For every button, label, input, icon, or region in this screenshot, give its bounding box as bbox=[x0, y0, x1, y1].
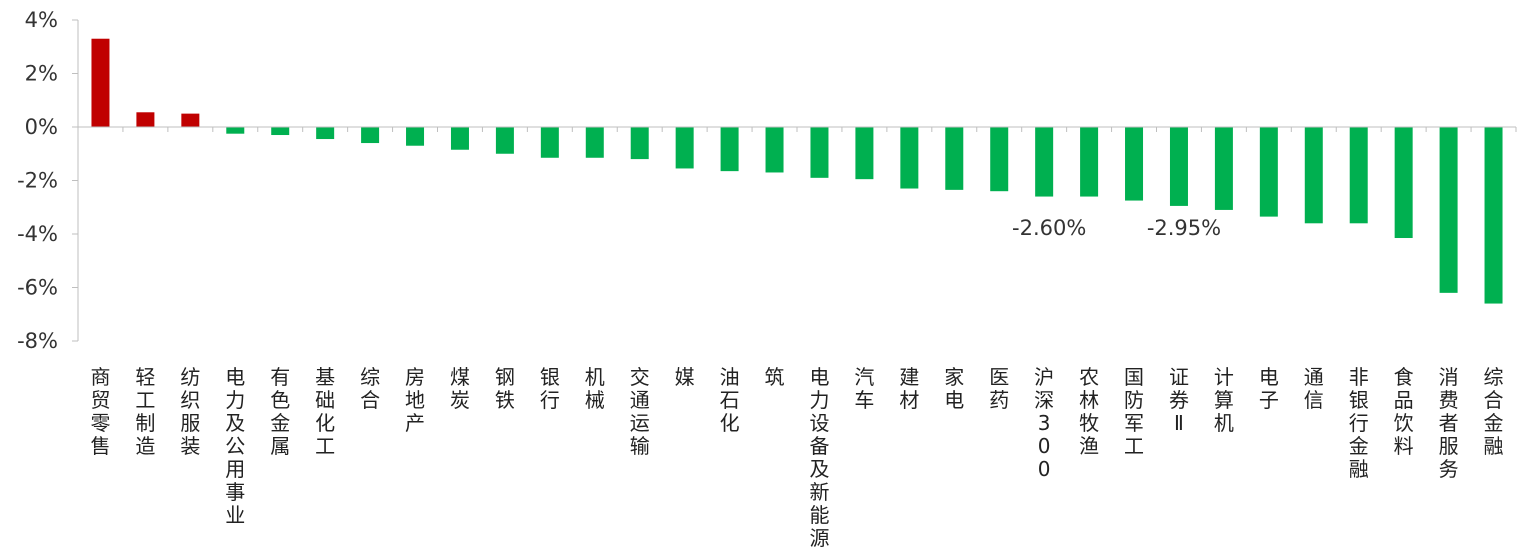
data-label: -2.60% bbox=[1012, 216, 1086, 240]
category-label: 农林牧渔 bbox=[1079, 365, 1099, 458]
category-label: 计算机 bbox=[1214, 365, 1234, 435]
category-label: 国防军工 bbox=[1124, 365, 1144, 458]
bar bbox=[585, 127, 604, 158]
category-label: 医药 bbox=[989, 365, 1009, 412]
category-label: 油石化 bbox=[720, 365, 740, 435]
category-label: 煤炭 bbox=[450, 365, 470, 412]
category-label: 通信 bbox=[1304, 365, 1324, 412]
category-label: 电力设备及新能源 bbox=[809, 365, 829, 550]
bar bbox=[1259, 127, 1278, 217]
category-label: 钢铁 bbox=[495, 365, 515, 412]
bar bbox=[1439, 127, 1458, 293]
category-label: 房地产 bbox=[405, 365, 425, 435]
bar bbox=[1125, 127, 1144, 201]
bar bbox=[1484, 127, 1503, 304]
category-label: 汽车 bbox=[854, 365, 874, 412]
bar bbox=[855, 127, 874, 180]
bar bbox=[181, 113, 200, 127]
bar bbox=[765, 127, 784, 173]
bar bbox=[900, 127, 919, 189]
bar bbox=[720, 127, 739, 172]
bar bbox=[540, 127, 559, 158]
category-label: 媒 bbox=[675, 365, 695, 389]
category-label: 轻工制造 bbox=[135, 365, 155, 458]
bar bbox=[316, 127, 335, 140]
y-tick-label: 2% bbox=[25, 62, 58, 86]
category-label: 机械 bbox=[585, 365, 605, 412]
bar bbox=[91, 38, 110, 127]
bar bbox=[1349, 127, 1368, 224]
category-label: 筑 bbox=[765, 365, 785, 389]
bar bbox=[406, 127, 425, 146]
category-label: 银行 bbox=[540, 365, 560, 412]
category-label: 综合 bbox=[360, 365, 380, 412]
y-tick-label: -6% bbox=[17, 276, 58, 300]
category-label: 有色金属 bbox=[270, 365, 290, 458]
bar bbox=[1394, 127, 1413, 239]
bar bbox=[361, 127, 380, 144]
bar bbox=[945, 127, 964, 190]
data-label: -2.95% bbox=[1147, 216, 1221, 240]
category-label: 家电 bbox=[944, 365, 964, 412]
bar bbox=[450, 127, 469, 150]
category-label: 消费者服务 bbox=[1439, 365, 1459, 481]
category-label: 基础化工 bbox=[315, 365, 335, 458]
y-axis: 4% 2% 0% -2% -4% -6% -8% bbox=[17, 8, 79, 353]
bar bbox=[271, 127, 290, 136]
category-label: 沪深 3 0 0 bbox=[1034, 365, 1054, 481]
bar bbox=[990, 127, 1009, 192]
y-tick-label: -2% bbox=[17, 169, 58, 193]
bar bbox=[630, 127, 649, 160]
bar bbox=[1035, 127, 1054, 197]
x-axis bbox=[77, 126, 1517, 132]
y-tick-label: 0% bbox=[25, 115, 58, 139]
y-tick-label: 4% bbox=[25, 8, 58, 32]
data-labels: -2.60% -2.95% bbox=[1012, 216, 1221, 240]
category-label: 交通运输 bbox=[630, 365, 650, 458]
y-tick-label: -4% bbox=[17, 222, 58, 246]
category-label: 电子 bbox=[1259, 365, 1279, 412]
bar bbox=[226, 127, 245, 134]
bar bbox=[1080, 127, 1099, 197]
category-label: 纺织服装 bbox=[180, 365, 200, 458]
bar bbox=[810, 127, 829, 178]
category-label: 电力及公用事业 bbox=[225, 365, 245, 527]
category-label: 证券 Ⅱ bbox=[1169, 365, 1189, 435]
bar bbox=[1214, 127, 1233, 210]
bar bbox=[1169, 127, 1188, 206]
category-label: 综合金融 bbox=[1484, 365, 1504, 458]
category-label: 非银行金融 bbox=[1349, 365, 1369, 481]
bar bbox=[1304, 127, 1323, 224]
bar bbox=[136, 112, 155, 127]
category-label: 商贸零售 bbox=[90, 365, 110, 458]
bars bbox=[91, 38, 1503, 304]
category-label: 建材 bbox=[899, 365, 919, 412]
y-tick-label: -8% bbox=[17, 329, 58, 353]
bar bbox=[495, 127, 514, 154]
category-labels: 商贸零售 轻工制造 纺织服装 电力及公用事业 有色金属 基础化工 综合 房地产 煤炭钢铁银行机械… bbox=[90, 365, 1503, 550]
bar bbox=[675, 127, 694, 169]
category-label: 食品饮料 bbox=[1394, 365, 1414, 458]
